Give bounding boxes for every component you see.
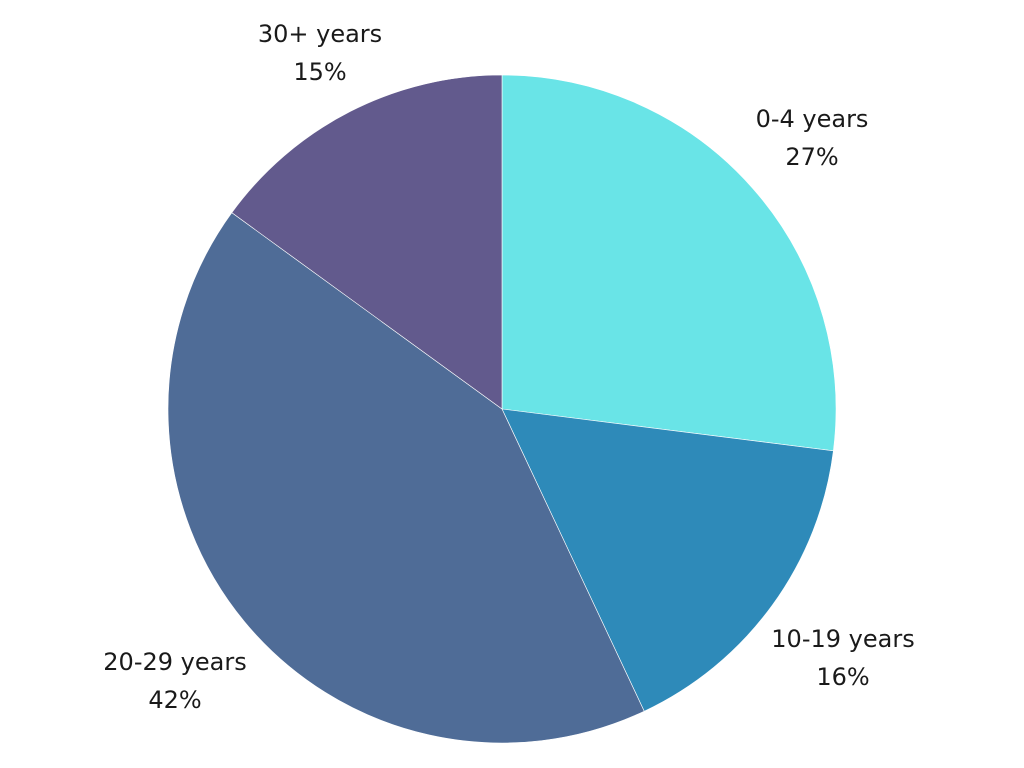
slice-category-label: 10-19 years xyxy=(771,625,915,653)
slice-label-10-19-years: 10-19 years 16% xyxy=(771,620,914,696)
slice-value-label: 42% xyxy=(148,686,202,714)
slice-category-label: 30+ years xyxy=(257,20,383,48)
slice-category-label: 20-29 years xyxy=(103,648,247,676)
slice-value-label: 27% xyxy=(785,143,839,171)
slice-label-20-29-years: 20-29 years 42% xyxy=(103,643,246,719)
pie-slice-30-years xyxy=(231,74,503,410)
pie-slice-10-19-years xyxy=(501,408,834,712)
slice-label-30-plus-years: 30+ years 15% xyxy=(258,15,382,91)
pie-slice-0-4-years xyxy=(501,74,837,452)
slice-label-0-4-years: 0-4 years 27% xyxy=(756,100,869,176)
slice-value-label: 15% xyxy=(293,58,347,86)
slice-value-label: 16% xyxy=(816,663,870,691)
pie-slice-20-29-years xyxy=(167,212,645,744)
slice-category-label: 0-4 years xyxy=(755,105,869,133)
